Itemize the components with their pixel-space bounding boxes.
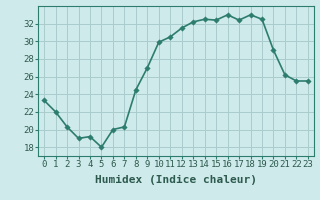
X-axis label: Humidex (Indice chaleur): Humidex (Indice chaleur): [95, 175, 257, 185]
